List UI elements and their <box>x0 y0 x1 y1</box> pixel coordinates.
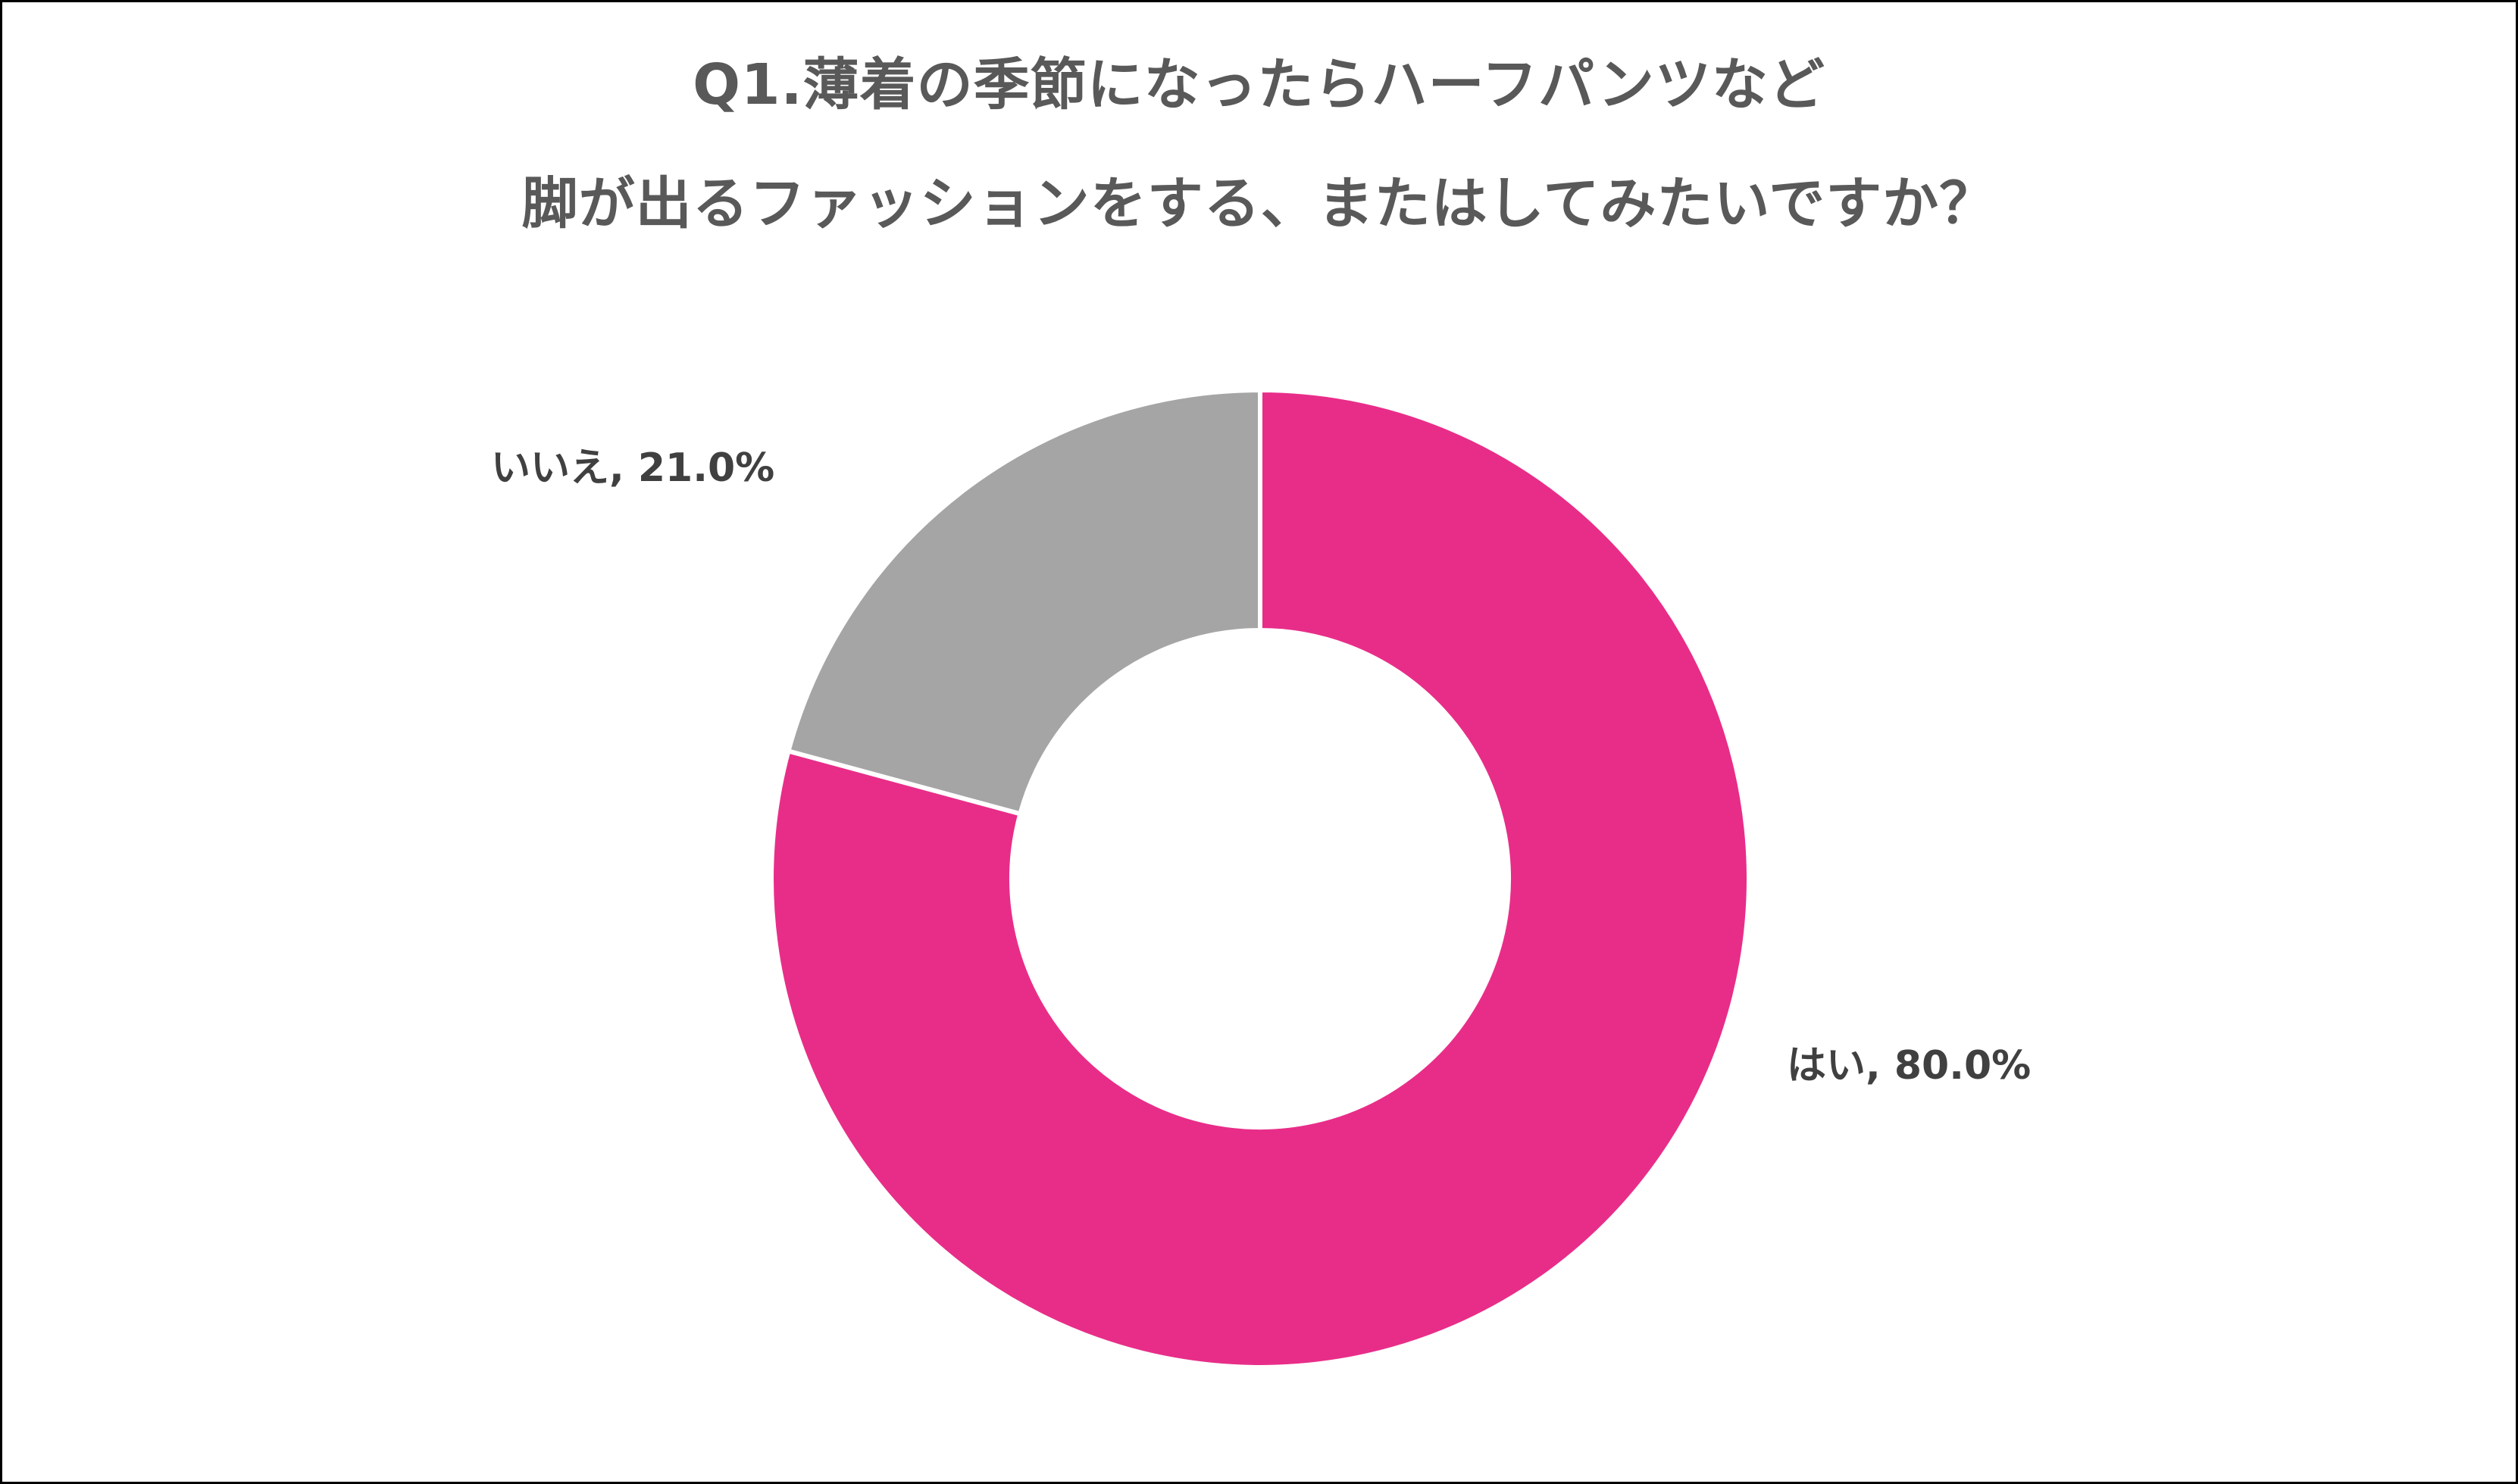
chart-title-line-1: Q1.薄着の季節になったらハーフパンツなど <box>693 52 1825 117</box>
data-label-yes: はい, 80.0% <box>1787 1043 2032 1089</box>
donut-slice-yes <box>768 387 1751 1370</box>
donut-slice-no <box>785 387 1262 817</box>
data-label-no: いいえ, 21.0% <box>491 445 775 491</box>
chart-title-line-2: 脚が出るファッションをする、またはしてみたいですか？ <box>521 171 1997 236</box>
